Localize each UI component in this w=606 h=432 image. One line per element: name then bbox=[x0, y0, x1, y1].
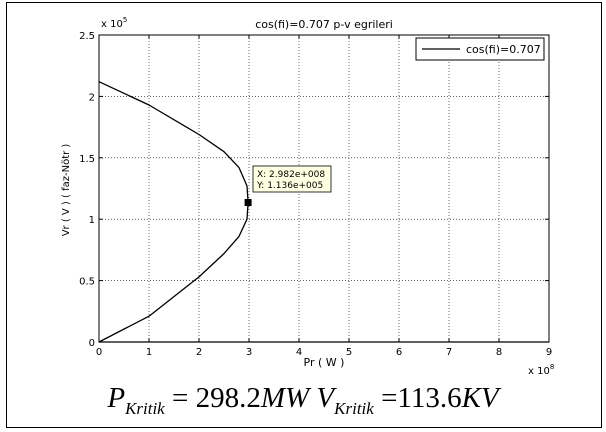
y-tick-label: 2 bbox=[89, 92, 95, 103]
x-tick-label: 6 bbox=[396, 347, 402, 358]
v-subscript: Kritik bbox=[334, 398, 374, 418]
x-tick-label: 0 bbox=[96, 347, 102, 358]
v-unit: KV bbox=[461, 382, 499, 414]
p-value: = 298.2 bbox=[171, 382, 261, 414]
data-tip-box bbox=[252, 165, 332, 193]
x-axis-label: Pr ( W ) bbox=[304, 356, 345, 369]
p-subscript: Kritik bbox=[125, 398, 165, 418]
x-tick-label: 7 bbox=[446, 347, 452, 358]
p-symbol: P bbox=[107, 382, 126, 414]
data-tip-x: X: 2.982e+008 bbox=[257, 170, 325, 180]
y-tick-labels: 0 0.5 1 1.5 2 2.5 bbox=[79, 31, 95, 349]
x-axis-multiplier: x 108 bbox=[528, 363, 554, 377]
x-tick-label: 3 bbox=[246, 347, 252, 358]
v-value: =113.6 bbox=[381, 382, 462, 414]
y-tick-label: 0.5 bbox=[79, 277, 95, 288]
grid bbox=[99, 35, 549, 342]
legend-box bbox=[415, 37, 545, 61]
x-tick-label: 5 bbox=[346, 347, 352, 358]
y-axis-multiplier: x 105 bbox=[101, 16, 127, 30]
data-tip-y: Y: 1.136e+005 bbox=[256, 181, 323, 191]
x-tick-label: 1 bbox=[146, 347, 152, 358]
x-tick-labels: 0 1 2 3 4 5 6 7 8 9 bbox=[96, 347, 552, 358]
series-layer bbox=[98, 81, 549, 343]
critical-values-formula: PKritik = 298.2MW VKritik =113.6KV bbox=[0, 382, 606, 419]
series-line bbox=[98, 81, 549, 343]
y-tick-label: 0 bbox=[89, 338, 95, 349]
legend: cos(fi)=0.707 bbox=[415, 37, 545, 61]
legend-series-label: cos(fi)=0.707 bbox=[466, 43, 541, 56]
data-tip-marker[interactable] bbox=[244, 199, 252, 206]
y-tick-label: 1 bbox=[89, 215, 95, 226]
p-unit: MW bbox=[260, 382, 310, 414]
axis-ticks bbox=[98, 34, 550, 343]
x-tick-label: 9 bbox=[546, 347, 552, 358]
v-symbol: V bbox=[316, 382, 335, 414]
data-tip[interactable]: X: 2.982e+008 Y: 1.136e+005 bbox=[244, 165, 332, 206]
x-tick-label: 2 bbox=[196, 347, 202, 358]
y-axis-label: Vr ( V ) ( faz-Nötr ) bbox=[61, 144, 72, 237]
y-tick-label: 1.5 bbox=[79, 154, 95, 165]
chart-title: cos(fi)=0.707 p-v egrileri bbox=[255, 18, 393, 31]
x-tick-label: 8 bbox=[496, 347, 502, 358]
x-tick-label: 4 bbox=[296, 347, 302, 358]
y-tick-label: 2.5 bbox=[79, 31, 95, 42]
